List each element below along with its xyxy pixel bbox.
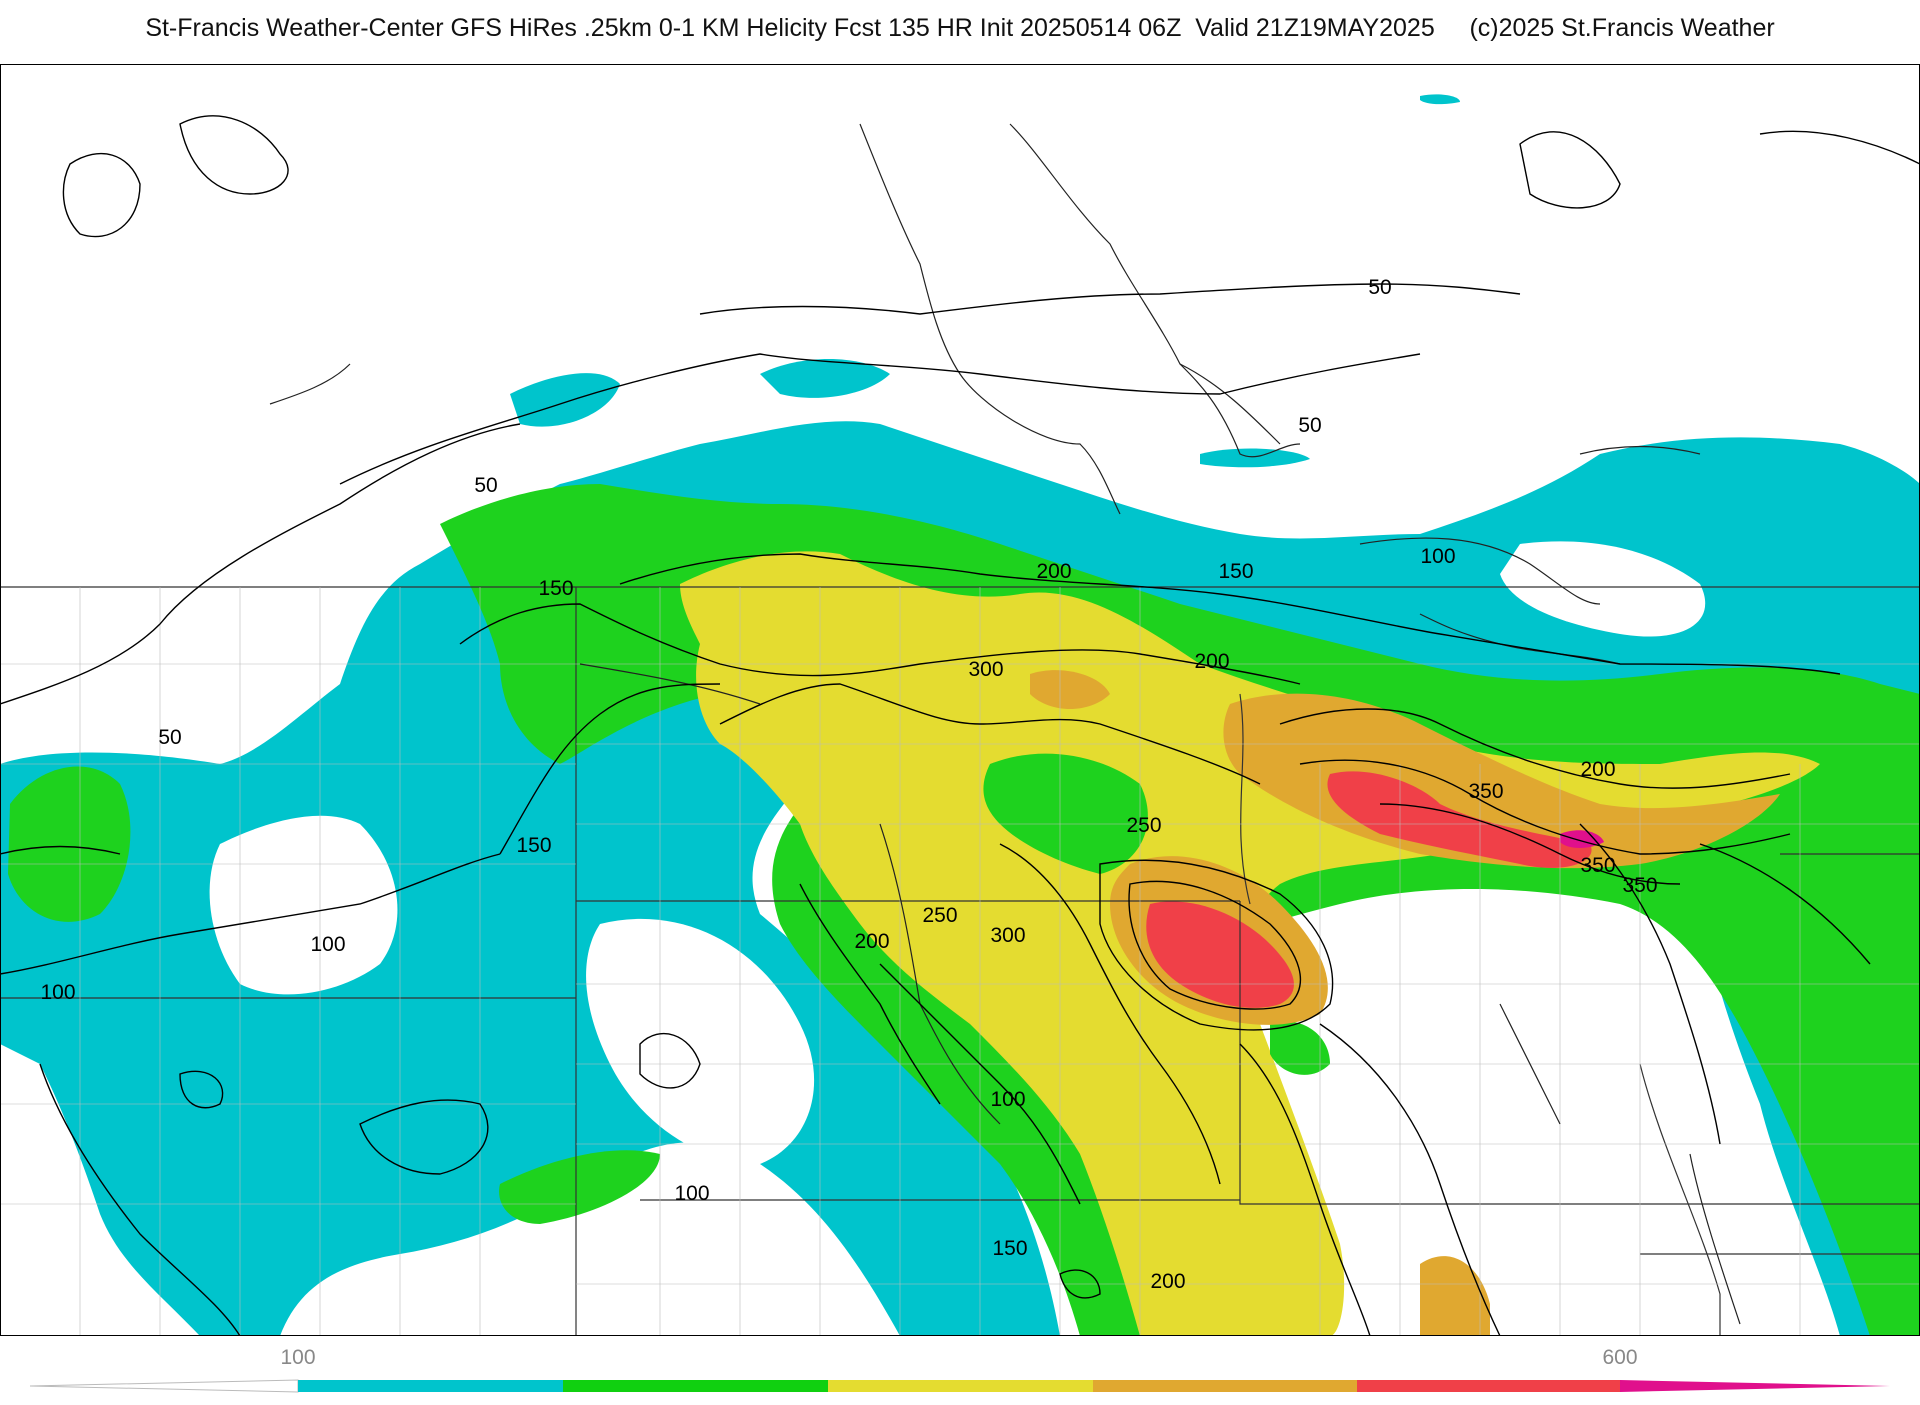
green-patch-south [499,1150,660,1224]
yellow-region [680,551,1820,1336]
cyan-blob-2 [760,359,890,398]
contour-label: 350 [1622,874,1657,897]
contour-labels: 50 50 50 50 100 100 100 100 100 150 150 … [40,276,1657,1293]
contour-label: 150 [992,1237,1027,1260]
contour-label: 100 [40,981,75,1004]
green-hole-central [983,753,1148,874]
cyan-blob-5 [138,1190,250,1268]
legend-band-cyan [298,1380,563,1392]
green-hole-south [1270,1021,1330,1075]
contour-label: 150 [538,577,573,600]
contour-label: 250 [1126,814,1161,837]
contour-label: 50 [1368,276,1391,299]
county-lines [0,587,1920,1336]
legend-band-orange [1093,1380,1357,1392]
contour-label: 200 [854,930,889,953]
contour-label: 100 [1420,545,1455,568]
legend-tick: 600 [1602,1346,1637,1369]
red-region-east [1327,771,1592,868]
clear-area-west [209,815,398,995]
helicity-contours [0,115,1920,1336]
contour-label: 250 [922,904,957,927]
contour-label: 200 [1194,650,1229,673]
contour-label: 200 [1150,1270,1185,1293]
legend-band-green [563,1380,828,1392]
helicity-map: 50 50 50 50 100 100 100 100 100 150 150 … [0,64,1920,1336]
contour-label: 200 [1036,560,1071,583]
contour-label: 50 [158,726,181,749]
contour-label: 50 [474,474,497,497]
legend-tick: 100 [280,1346,315,1369]
contour-label: 100 [310,933,345,956]
contour-label: 100 [990,1088,1025,1111]
clear-area-central [586,918,815,1164]
contour-label: 200 [1580,758,1615,781]
orange-region-south [1420,1256,1490,1336]
contour-label: 100 [674,1182,709,1205]
clear-area-lakes [1500,541,1706,637]
legend-band-red [1357,1380,1620,1392]
legend-canvas: 100 600 [29,1346,1890,1393]
orange-region-north [1030,670,1110,709]
contour-label: 150 [516,834,551,857]
map-canvas: 50 50 50 50 100 100 100 100 100 150 150 … [0,64,1920,1336]
cyan-blob-4 [1420,94,1460,105]
legend-high-arrow [1620,1380,1890,1392]
contour-label: 50 [1298,414,1321,437]
contour-label: 300 [990,924,1025,947]
color-legend: 100 600 [0,1336,1920,1400]
map-title: St-Francis Weather-Center GFS HiRes .25k… [145,14,1775,42]
contour-label: 150 [1218,560,1253,583]
legend-low-arrow [29,1379,299,1393]
cyan-blob-3 [1200,448,1310,468]
contour-label: 350 [1468,780,1503,803]
legend-band-yellow [828,1380,1093,1392]
green-patch-west [8,766,131,922]
red-region-central [1146,901,1294,1008]
cyan-blob-1 [510,373,620,427]
contour-label: 300 [968,658,1003,681]
contour-label: 350 [1580,854,1615,877]
